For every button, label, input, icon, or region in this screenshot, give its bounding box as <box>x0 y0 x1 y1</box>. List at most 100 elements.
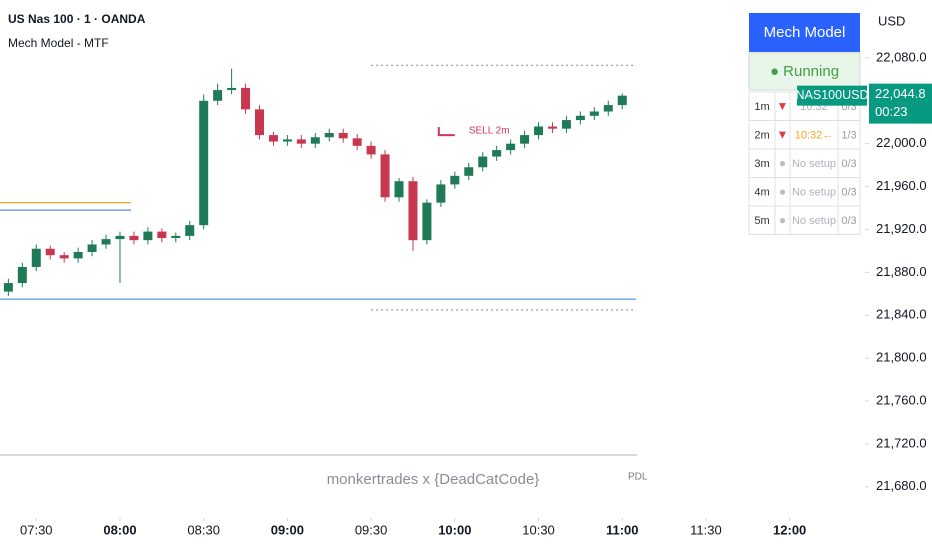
candle-body <box>450 175 460 185</box>
candle-body <box>436 184 446 203</box>
candle-body <box>561 120 571 129</box>
candle-body <box>408 181 418 241</box>
y-tick-label: 21,840.0 <box>876 307 927 322</box>
candle-body <box>547 126 557 129</box>
candle-body <box>268 135 278 142</box>
panel-cell-text: 4m <box>754 186 769 198</box>
panel-cell-text: No setup <box>792 186 836 198</box>
y-tick-label: 21,760.0 <box>876 392 927 407</box>
candle-body <box>534 126 544 136</box>
candle-body <box>380 154 390 198</box>
candle-body <box>575 115 585 121</box>
panel-cell-text: ▼ <box>777 128 789 142</box>
chart-title: US Nas 100 · 1 · OANDA <box>8 12 146 26</box>
candle-body <box>310 137 320 144</box>
panel-cell-text: 0/3 <box>841 215 856 227</box>
y-tick-label: 21,880.0 <box>876 264 927 279</box>
candle-body <box>17 266 27 284</box>
signal-label: SELL 2m <box>469 126 510 137</box>
panel-cell-text: 0/3 <box>841 158 856 170</box>
x-tick-label: 08:00 <box>103 522 136 537</box>
y-tick-label: 21,680.0 <box>876 478 927 493</box>
candle-body <box>157 231 167 239</box>
candle-body <box>199 100 209 226</box>
price-tag <box>869 83 932 124</box>
panel-status-bg <box>748 52 861 91</box>
panel-cell-text: 5m <box>754 215 769 227</box>
y-tick-label: 22,000.0 <box>876 135 927 150</box>
candle-body <box>506 143 516 151</box>
candle-body <box>45 248 55 256</box>
panel-header <box>749 13 860 52</box>
pane-tag: PDL <box>628 472 648 483</box>
x-tick-label: 10:00 <box>438 522 471 537</box>
y-tick-label: 22,080.0 <box>876 49 927 64</box>
candle-body <box>115 235 125 240</box>
panel-cell-text: ● <box>779 213 786 227</box>
candle-body <box>59 255 69 259</box>
panel-cell-text: No setup <box>792 158 836 170</box>
x-tick-label: 07:30 <box>20 522 53 537</box>
candle-body <box>31 248 41 267</box>
candle-body <box>87 244 97 252</box>
timer-label: 00:23 <box>875 104 908 119</box>
panel-cell-text: 1/3 <box>841 129 856 141</box>
panel-cell <box>837 205 861 235</box>
candle-body <box>464 167 474 176</box>
signal-marker <box>437 127 455 137</box>
symbol-tag <box>797 85 867 106</box>
candle-body <box>422 202 432 241</box>
panel-cell-text: No setup <box>792 215 836 227</box>
panel-cell-text: 10:32← <box>795 129 834 141</box>
panel-cell <box>748 205 776 235</box>
panel-cell <box>748 91 776 121</box>
y-tick-label: 21,920.0 <box>876 221 927 236</box>
panel-cell-text: 2m <box>754 129 769 141</box>
price-label: 22,044.8 <box>875 86 926 101</box>
candle-body <box>394 181 404 198</box>
x-tick-label: 11:00 <box>606 522 639 537</box>
candle-body <box>520 135 530 144</box>
candle-body <box>171 235 181 239</box>
y-tick-label: 21,720.0 <box>876 435 927 450</box>
candle-body <box>129 235 139 241</box>
panel-cell <box>748 177 776 207</box>
panel-title: Mech Model <box>764 24 846 41</box>
symbol-label: NAS100USD <box>796 88 869 102</box>
watermark: monkertrades x {DeadCatCode} <box>327 471 540 488</box>
x-tick-label: 09:30 <box>355 522 388 537</box>
candle-body <box>492 150 502 157</box>
panel-status: ● Running <box>770 63 839 80</box>
candle-body <box>227 87 237 91</box>
y-tick-label: 21,960.0 <box>876 178 927 193</box>
chart-subtitle: Mech Model - MTF <box>8 36 109 50</box>
x-tick-label: 11:30 <box>690 522 722 537</box>
candle-body <box>324 132 334 138</box>
panel-cell-text: ● <box>779 156 786 170</box>
candle-body <box>241 87 251 110</box>
candle-body <box>101 239 111 245</box>
currency: USD <box>878 13 905 28</box>
panel-cell-text: 3m <box>754 158 769 170</box>
x-tick-label: 10:30 <box>522 522 555 537</box>
candle-body <box>338 132 348 139</box>
panel-cell-text: 1m <box>754 101 769 113</box>
candle-body <box>352 138 362 146</box>
panel-cell <box>748 120 776 150</box>
candle-body <box>617 95 627 106</box>
candle-body <box>143 231 153 241</box>
panel-cell-text: ● <box>779 185 786 199</box>
candle-body <box>213 90 223 101</box>
candle-body <box>296 139 306 144</box>
panel-cell-text: 0/3 <box>841 186 856 198</box>
candle-body <box>282 139 292 142</box>
candle-body <box>3 283 13 292</box>
candle-body <box>589 111 599 116</box>
x-tick-label: 08:30 <box>187 522 220 537</box>
candle-body <box>73 251 83 259</box>
candle-body <box>478 156 488 168</box>
panel-cell-text: ▼ <box>777 99 789 113</box>
candle-body <box>603 105 613 112</box>
